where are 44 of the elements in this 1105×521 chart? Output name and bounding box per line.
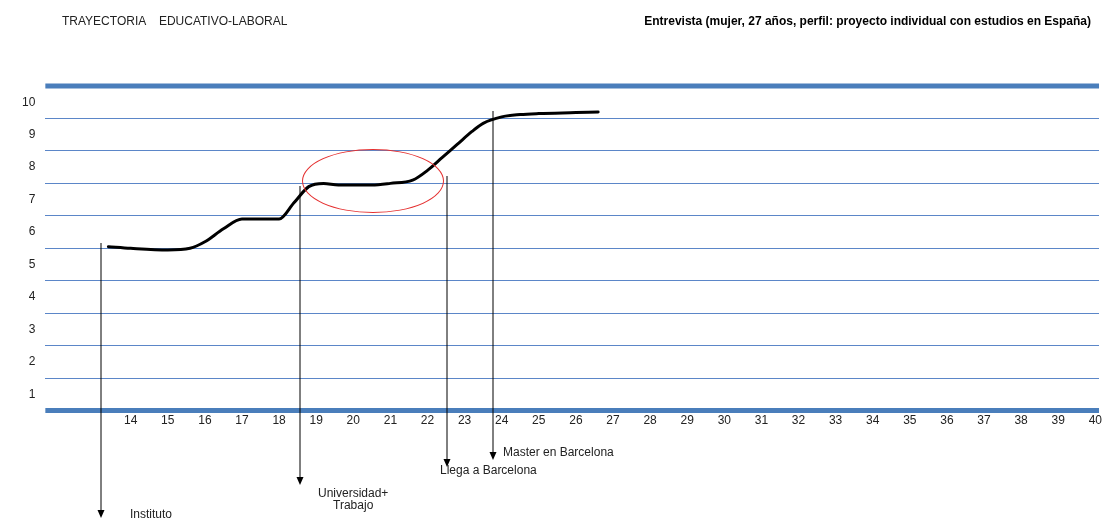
text: Universidad+ Trabajo xyxy=(318,486,389,513)
x-tick-label: 24 xyxy=(495,413,509,428)
x-tick-label: 38 xyxy=(1014,413,1029,428)
x-tick-label: 36 xyxy=(940,413,954,428)
x-tick-label: 26 xyxy=(569,413,583,428)
x-tick-label: 19 xyxy=(309,413,324,428)
y-tick-label: 4 xyxy=(28,289,36,304)
x-tick-label: 15 xyxy=(161,413,175,428)
y-tick-label: 7 xyxy=(28,191,36,206)
y-tick-label: 6 xyxy=(28,224,36,239)
x-tick-label: 22 xyxy=(420,413,435,428)
x-tick-label: 31 xyxy=(754,413,769,428)
x-tick-label: 20 xyxy=(346,413,361,428)
x-tick-label: 40 xyxy=(1088,413,1103,428)
x-tick-label: 39 xyxy=(1051,413,1066,428)
x-tick-label: 17 xyxy=(235,413,249,428)
x-tick-label: 34 xyxy=(866,413,880,428)
x-tick-label: 28 xyxy=(643,413,658,428)
x-tick-label: 35 xyxy=(903,413,917,428)
line-series xyxy=(106,110,600,252)
x-tick-label: 23 xyxy=(457,413,472,428)
y-tick-label: 1 xyxy=(28,386,36,401)
text: Llega a Barcelona xyxy=(439,463,538,478)
text: Master en Barcelona xyxy=(503,445,615,460)
x-tick-label: 14 xyxy=(124,413,138,428)
chart-title: TRAYECTORIA EDUCATIVO-LABORAL xyxy=(62,14,288,28)
x-tick-label: 21 xyxy=(383,413,398,428)
x-tick-label: 30 xyxy=(717,413,732,428)
y-tick-label: 2 xyxy=(28,354,36,369)
x-tick-label: 25 xyxy=(532,413,546,428)
y-tick-label: 3 xyxy=(28,321,36,336)
x-tick-label: 27 xyxy=(606,413,620,428)
y-tick-label: 8 xyxy=(28,159,36,174)
y-tick-label: 9 xyxy=(28,127,36,141)
y-tick-label: 10 xyxy=(21,94,36,109)
y-tick-label: 5 xyxy=(28,256,36,271)
x-tick-label: 37 xyxy=(977,413,991,428)
text: Instituto xyxy=(130,507,173,521)
x-tick-label: 29 xyxy=(680,413,695,428)
x-tick-label: 33 xyxy=(828,413,843,428)
x-tick-label: 18 xyxy=(272,413,287,428)
x-tick-label: 32 xyxy=(791,413,806,428)
x-tick-label: 16 xyxy=(198,413,212,428)
chart-subtitle: Entrevista (mujer, 27 años, perfil: proyecto individual con estudios en España) xyxy=(644,14,1091,28)
